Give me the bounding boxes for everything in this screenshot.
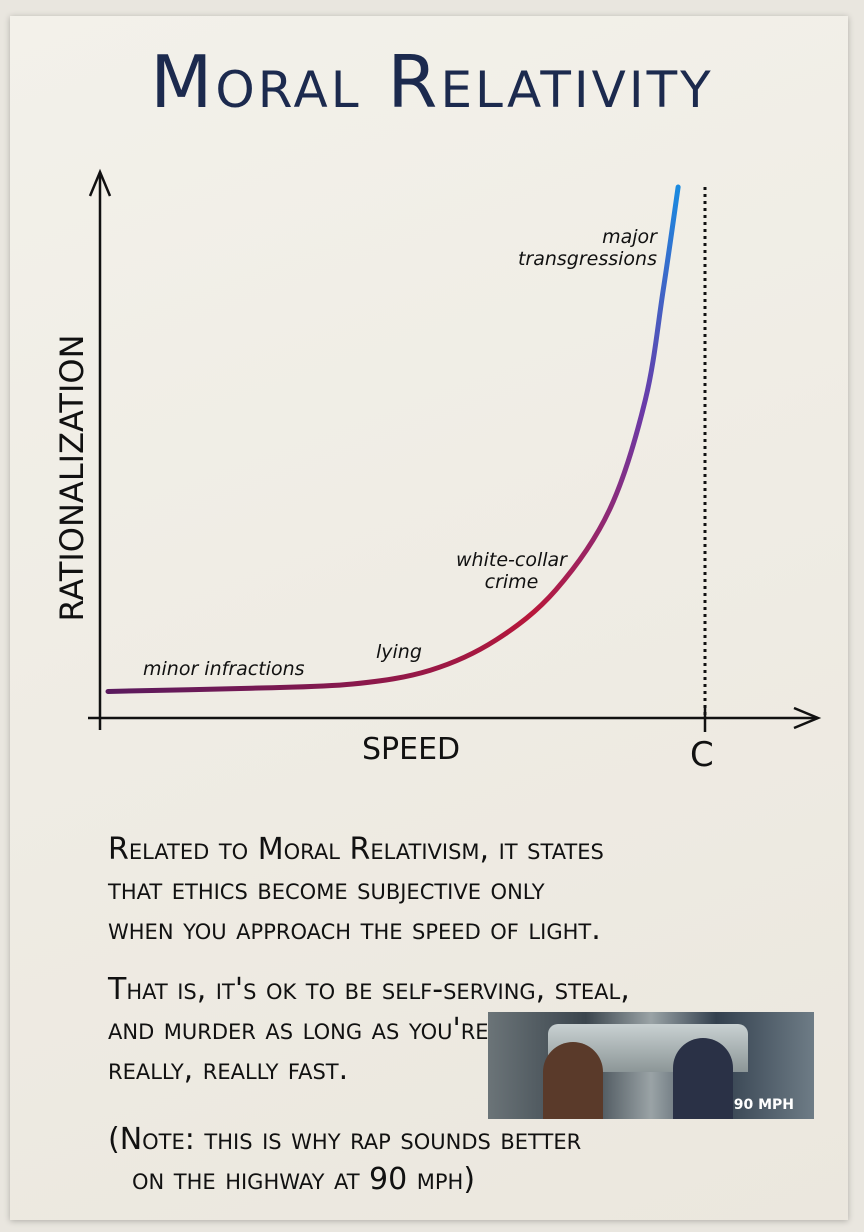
x-axis-arrow	[793, 706, 822, 730]
y-axis-label: Rationalization	[53, 334, 91, 622]
text-line: That is, it's ok to be self-serving, ste…	[108, 972, 630, 1007]
text-line: on the highway at 90 mph)	[132, 1162, 476, 1197]
annotation-line: transgressions	[517, 248, 657, 270]
text-line: Related to Moral Relativism, it states	[108, 832, 604, 867]
page-title: Moral Relativity	[150, 40, 714, 124]
x-axis-label: Speed	[362, 732, 461, 767]
text-line: really, really fast.	[108, 1052, 349, 1087]
text-line: that ethics become subjective only	[108, 872, 545, 907]
y-axis-arrow	[88, 168, 112, 197]
annotation-line: major	[602, 226, 657, 248]
passenger	[543, 1042, 603, 1119]
rationalization-curve	[105, 184, 681, 694]
annotation-white-collar-crime: white-collar crime	[454, 549, 569, 593]
paragraph-3: (Note: this is why rap sounds better on …	[108, 1120, 581, 1200]
car-photo: 90 MPH	[488, 1012, 814, 1119]
annotation-line: white-collar	[456, 549, 567, 571]
paragraph-1: Related to Moral Relativism, it states t…	[108, 830, 604, 950]
c-label: C	[690, 735, 714, 775]
annotation-lying: lying	[376, 641, 422, 663]
text-line: (Note: this is why rap sounds better	[108, 1122, 582, 1157]
annotation-minor-infractions: minor infractions	[143, 658, 305, 680]
speedometer-readout: 90 MPH	[733, 1097, 794, 1113]
annotation-line: crime	[484, 571, 539, 593]
driver	[673, 1038, 733, 1119]
annotation-major-transgressions: major transgressions	[512, 226, 657, 270]
text-line: when you approach the speed of light.	[108, 912, 601, 947]
